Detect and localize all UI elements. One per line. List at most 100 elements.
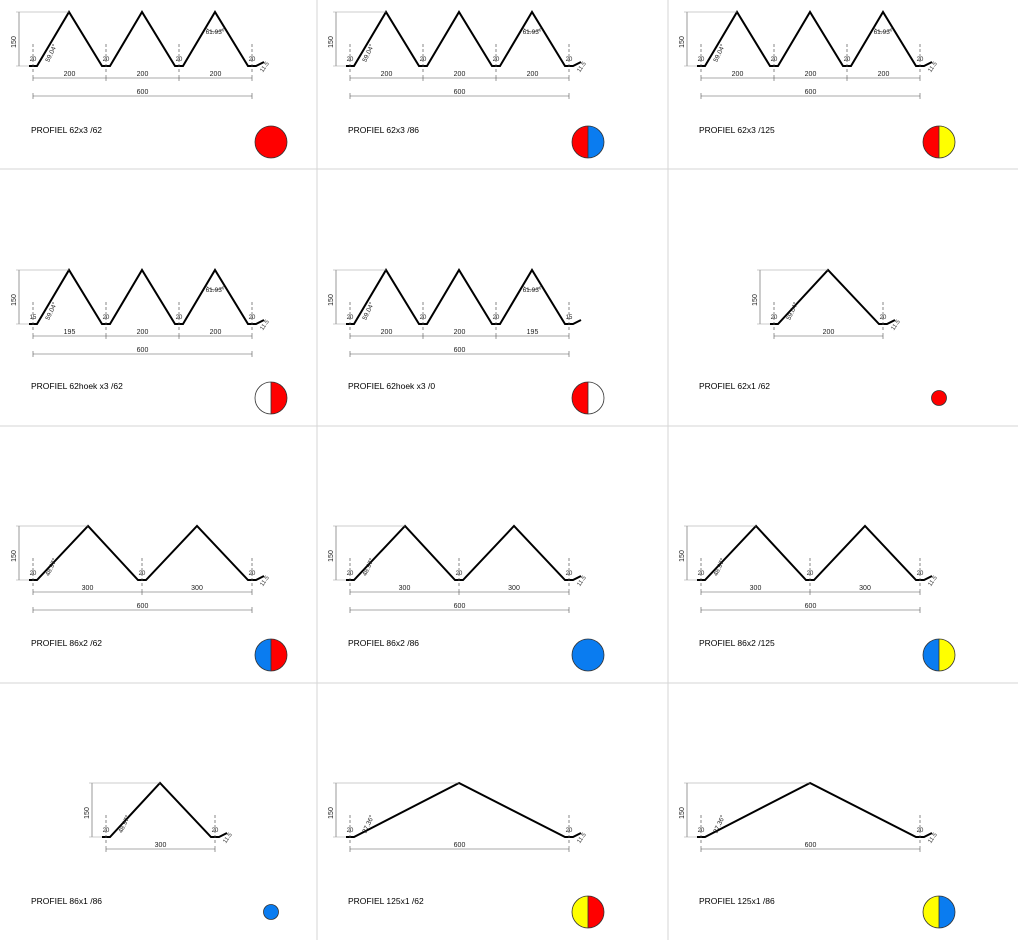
spacing-label: 300	[750, 585, 762, 592]
profile-line	[346, 524, 582, 581]
profile-panel: 150 15 20 20 20 59.04° 61.93° 11.5 195 200 200 600 P…	[0, 169, 317, 426]
color-indicator-left-half	[572, 896, 588, 928]
color-indicator-right-half	[271, 639, 287, 671]
profile-title: PROFIEL 86x2 /86	[348, 638, 420, 648]
end-offset-label: 11.5	[928, 61, 940, 74]
color-indicator-left-half	[923, 639, 939, 671]
spacing-label: 300	[859, 585, 871, 592]
color-indicator-left-half	[572, 639, 588, 671]
height-label: 150	[679, 36, 686, 48]
height-label: 150	[328, 36, 335, 48]
profile-panel: 150 20 20 20 15 59.04° 61.93° 200 200 195 600 PROFI…	[317, 169, 668, 426]
valley-width-label: 20	[807, 571, 814, 577]
profile-title: PROFIEL 86x2 /125	[699, 638, 775, 648]
angle-label-left: 48.97°	[44, 557, 59, 578]
spacing-label: 200	[381, 71, 393, 78]
profile-line	[346, 10, 582, 67]
total-width-label: 600	[454, 89, 466, 96]
color-indicator-outline	[254, 125, 288, 159]
profile-drawing: 150 20 20 27.36° 11.5 600	[328, 781, 605, 929]
profile-line	[29, 10, 265, 67]
profile-color-indicator	[571, 895, 605, 929]
color-indicator-left-half	[572, 382, 588, 414]
profile-drawing: 150 20 20 27.36° 11.5 600	[679, 781, 956, 929]
valley-width-label: 20	[917, 571, 924, 577]
profile-drawing: 150 15 20 20 20 59.04° 61.93° 11.5 195 200 200 600	[11, 268, 288, 415]
spacing-label: 600	[454, 842, 466, 849]
valley-width-label: 20	[698, 57, 705, 63]
spacing-label: 200	[527, 71, 539, 78]
total-width-label: 600	[454, 603, 466, 610]
color-indicator-outline	[263, 904, 279, 920]
valley-width-label: 20	[917, 57, 924, 63]
spacing-label: 200	[64, 71, 76, 78]
profile-line	[697, 10, 933, 67]
color-indicator-right-half	[939, 896, 955, 928]
profile-drawing: 150 20 20 20 20 59.04° 61.93° 11.5 200 200 200 600	[328, 10, 605, 159]
profile-drawing: 150 20 20 20 20 59.04° 61.93° 11.5 200 200 200 600	[11, 10, 288, 159]
angle-label-right: 61.93°	[206, 286, 225, 294]
profile-panel: 150 20 20 59.04° 11.5 200 PROFIEL 62x1 /62	[668, 169, 1018, 426]
color-indicator-left-half	[255, 639, 271, 671]
spacing-label: 195	[64, 329, 76, 336]
angle-arc	[522, 285, 542, 291]
angle-arc	[873, 27, 893, 33]
profile-drawing: 150 20 20 20 15 59.04° 61.93° 200 200 195 600	[328, 268, 605, 415]
angle-label-right: 61.93°	[523, 28, 542, 36]
profile-panel: 150 20 20 20 20 59.04° 61.93° 11.5 200 200 200 600 P…	[317, 0, 668, 169]
spacing-label: 200	[878, 71, 890, 78]
profile-line	[29, 524, 265, 581]
spacing-label: 300	[155, 842, 167, 849]
profile-color-indicator	[254, 381, 288, 415]
valley-width-label: 20	[880, 315, 887, 321]
color-indicator-right-half	[939, 126, 955, 158]
end-offset-label: 11.5	[260, 575, 272, 588]
spacing-label: 300	[399, 585, 411, 592]
total-width-label: 600	[805, 89, 817, 96]
valley-width-label: 20	[176, 57, 183, 63]
spacing-label: 200	[454, 71, 466, 78]
spacing-label: 200	[805, 71, 817, 78]
profile-panel: 150 20 20 48.97° 11.5 300 PROFIEL 86x1 /86	[0, 683, 317, 940]
color-indicator-right-half	[271, 382, 287, 414]
valley-width-label: 20	[917, 828, 924, 834]
valley-width-label: 20	[493, 315, 500, 321]
valley-width-label: 20	[347, 828, 354, 834]
color-indicator-right-half	[939, 390, 947, 406]
valley-width-label: 20	[139, 571, 146, 577]
color-indicator-right-half	[588, 639, 604, 671]
total-width-label: 600	[454, 347, 466, 354]
angle-label-right: 61.93°	[874, 28, 893, 36]
color-indicator-right-half	[588, 896, 604, 928]
valley-width-label: 20	[493, 57, 500, 63]
end-offset-label: 11.5	[260, 319, 272, 332]
color-indicator-right-half	[588, 382, 604, 414]
angle-label-right: 61.93°	[206, 28, 225, 36]
angle-label-left: 48.97°	[361, 557, 376, 578]
profile-line	[770, 268, 896, 325]
color-indicator-left-half	[255, 382, 271, 414]
color-indicator-right-half	[588, 126, 604, 158]
profile-color-indicator	[254, 638, 288, 672]
profile-title: PROFIEL 86x2 /62	[31, 638, 103, 648]
angle-label-left: 59.04°	[361, 301, 376, 322]
profile-title: PROFIEL 62hoek x3 /0	[348, 381, 436, 391]
profile-color-indicator	[263, 904, 279, 920]
valley-width-label: 20	[566, 571, 573, 577]
color-indicator-left-half	[572, 126, 588, 158]
valley-width-label: 15	[566, 315, 573, 321]
height-label: 150	[328, 550, 335, 562]
profile-color-indicator	[571, 125, 605, 159]
angle-arc	[205, 27, 225, 33]
valley-width-label: 20	[566, 57, 573, 63]
height-label: 150	[679, 807, 686, 819]
profile-panel: 150 20 20 20 20 59.04° 61.93° 11.5 200 200 200 600 P…	[668, 0, 1018, 169]
valley-width-label: 20	[249, 57, 256, 63]
height-label: 150	[11, 550, 18, 562]
profile-panel: 150 20 20 27.36° 11.5 600 PROFIEL 125x1 /86	[668, 683, 1018, 940]
valley-width-label: 20	[420, 315, 427, 321]
end-offset-label: 11.5	[891, 319, 903, 332]
spacing-label: 200	[454, 329, 466, 336]
profile-title: PROFIEL 62hoek x3 /62	[31, 381, 123, 391]
